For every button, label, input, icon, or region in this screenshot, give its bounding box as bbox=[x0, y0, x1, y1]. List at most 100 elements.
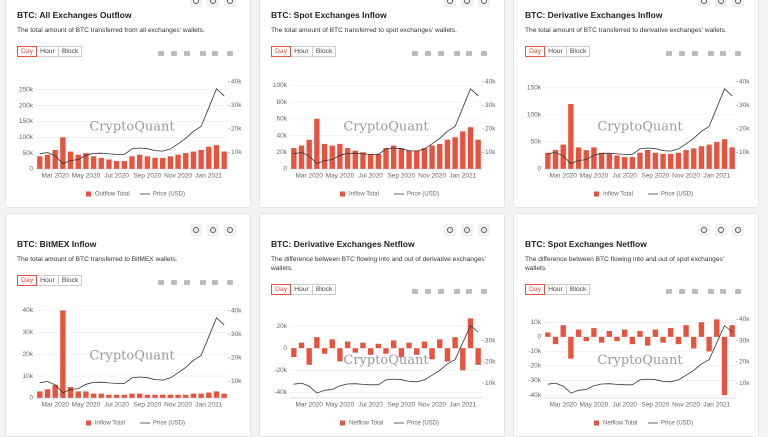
interval-button[interactable]: Block bbox=[565, 284, 591, 295]
bar bbox=[437, 339, 443, 349]
toolbar-button[interactable] bbox=[679, 289, 685, 294]
toolbar-button[interactable] bbox=[720, 289, 726, 294]
y2-tick-label: 30k bbox=[485, 337, 496, 344]
icon-glyph bbox=[210, 0, 216, 4]
alert-button[interactable] bbox=[478, 224, 490, 236]
bar bbox=[460, 131, 466, 169]
toolbar-button[interactable] bbox=[412, 289, 418, 294]
toolbar-button[interactable] bbox=[692, 51, 698, 56]
star-button[interactable] bbox=[698, 224, 710, 236]
y2-tick-label: 40k bbox=[485, 78, 496, 85]
toolbar-button[interactable] bbox=[708, 289, 714, 294]
bar bbox=[221, 151, 227, 169]
toolbar-button[interactable] bbox=[212, 51, 218, 56]
bar bbox=[221, 393, 227, 398]
expand-button[interactable] bbox=[207, 224, 219, 236]
bar bbox=[183, 153, 189, 169]
interval-button[interactable]: Block bbox=[57, 275, 83, 286]
y2-tick-label: 10k bbox=[739, 149, 750, 156]
toolbar-button[interactable] bbox=[708, 51, 714, 56]
x-tick-label: Mar 2020 bbox=[295, 173, 323, 180]
toolbar-button[interactable] bbox=[720, 51, 726, 56]
star-button[interactable] bbox=[190, 224, 202, 236]
bar bbox=[106, 159, 112, 169]
toolbar-button[interactable] bbox=[171, 280, 177, 285]
toolbar-button[interactable] bbox=[227, 280, 233, 285]
interval-button[interactable]: Block bbox=[57, 46, 83, 57]
toolbar-button[interactable] bbox=[212, 280, 218, 285]
y2-tick-label: 40k bbox=[739, 316, 750, 323]
interval-button[interactable]: Day bbox=[17, 275, 38, 286]
y-tick-label: 0 bbox=[283, 345, 287, 352]
toolbar-button[interactable] bbox=[466, 51, 472, 56]
toolbar-button[interactable] bbox=[184, 51, 190, 56]
alert-button[interactable] bbox=[224, 224, 236, 236]
interval-button[interactable]: Hour bbox=[36, 275, 59, 286]
interval-button[interactable]: Hour bbox=[544, 46, 567, 57]
toolbar-button[interactable] bbox=[692, 289, 698, 294]
toolbar-button[interactable] bbox=[200, 280, 206, 285]
toolbar-button[interactable] bbox=[425, 51, 431, 56]
interval-button[interactable]: Hour bbox=[544, 284, 567, 295]
toolbar-button[interactable] bbox=[454, 51, 460, 56]
y-tick-label: 30k bbox=[23, 329, 34, 336]
interval-button[interactable]: Day bbox=[525, 284, 546, 295]
toolbar-button[interactable] bbox=[466, 289, 472, 294]
bar bbox=[106, 394, 112, 398]
toolbar-button[interactable] bbox=[200, 51, 206, 56]
toolbar-button[interactable] bbox=[438, 289, 444, 294]
toolbar-button[interactable] bbox=[412, 51, 418, 56]
icon-glyph bbox=[718, 227, 724, 233]
toolbar-button[interactable] bbox=[171, 51, 177, 56]
bar bbox=[637, 152, 643, 169]
interval-button[interactable]: Hour bbox=[290, 46, 313, 57]
alert-button[interactable] bbox=[732, 224, 744, 236]
interval-button[interactable]: Block bbox=[311, 46, 337, 57]
toolbar-button[interactable] bbox=[184, 280, 190, 285]
y-tick-label: 80k bbox=[277, 99, 288, 106]
interval-button[interactable]: Day bbox=[271, 284, 292, 295]
toolbar-button[interactable] bbox=[735, 51, 741, 56]
bar bbox=[175, 394, 181, 398]
bar bbox=[183, 394, 189, 398]
bar bbox=[213, 391, 220, 398]
interval-button[interactable]: Block bbox=[565, 46, 591, 57]
legend-label: Price (USD) bbox=[153, 192, 185, 198]
toolbar-button[interactable] bbox=[158, 280, 164, 285]
star-button[interactable] bbox=[444, 224, 456, 236]
toolbar-button[interactable] bbox=[679, 51, 685, 56]
price-line bbox=[293, 324, 479, 394]
toolbar-button[interactable] bbox=[438, 51, 444, 56]
bar bbox=[83, 391, 89, 398]
toolbar-button[interactable] bbox=[666, 51, 672, 56]
toolbar-button[interactable] bbox=[158, 51, 164, 56]
legend-label: Price (USD) bbox=[661, 192, 693, 198]
expand-button[interactable] bbox=[715, 224, 727, 236]
y2-tick-label: 40k bbox=[231, 307, 242, 314]
toolbar-button[interactable] bbox=[481, 289, 487, 294]
toolbar-button[interactable] bbox=[454, 289, 460, 294]
bar bbox=[136, 154, 143, 169]
bar bbox=[352, 150, 358, 169]
interval-button[interactable]: Day bbox=[525, 46, 546, 57]
bar bbox=[75, 391, 81, 398]
toolbar-button[interactable] bbox=[666, 289, 672, 294]
interval-button[interactable]: Block bbox=[311, 284, 337, 295]
icon-glyph bbox=[701, 0, 707, 4]
x-tick-label: Jul 2020 bbox=[612, 402, 637, 409]
interval-button[interactable]: Hour bbox=[36, 46, 59, 57]
interval-button[interactable]: Day bbox=[17, 46, 38, 57]
bar bbox=[113, 161, 120, 169]
interval-button[interactable]: Hour bbox=[290, 284, 313, 295]
x-tick-label: Jan 2021 bbox=[703, 173, 730, 180]
bar bbox=[637, 331, 643, 337]
interval-button[interactable]: Day bbox=[271, 46, 292, 57]
toolbar-button[interactable] bbox=[735, 289, 741, 294]
toolbar-button[interactable] bbox=[425, 289, 431, 294]
toolbar-button[interactable] bbox=[227, 51, 233, 56]
y-tick-label: 0 bbox=[537, 166, 541, 173]
toolbar-button[interactable] bbox=[481, 51, 487, 56]
expand-button[interactable] bbox=[461, 224, 473, 236]
x-tick-label: Sep 2020 bbox=[133, 402, 161, 409]
x-tick-label: May 2020 bbox=[580, 402, 609, 409]
